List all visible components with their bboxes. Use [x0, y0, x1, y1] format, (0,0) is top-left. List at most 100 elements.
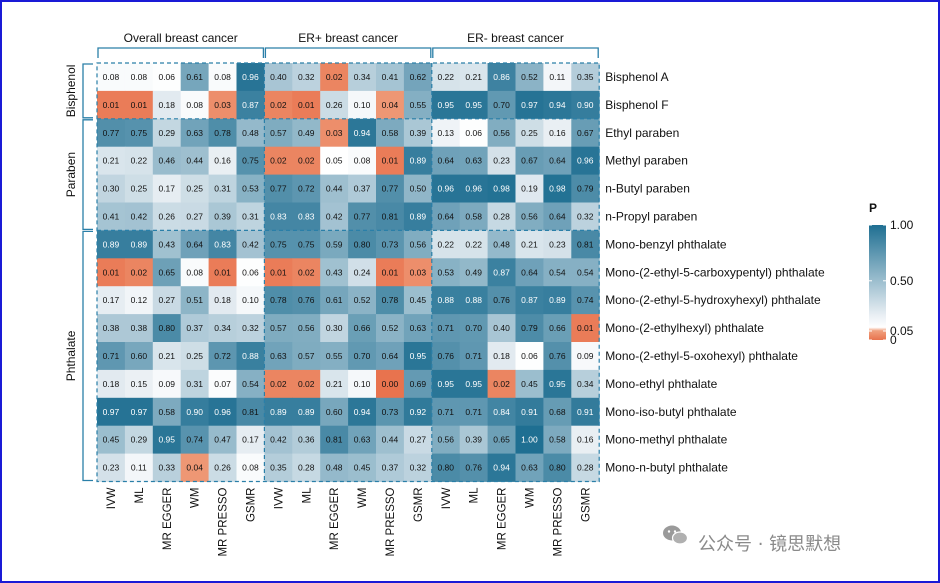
row-group-title: Phthalate: [64, 330, 78, 381]
heatmap-cell: [348, 63, 377, 92]
heatmap-cell: [264, 63, 293, 92]
cell-value-label: 0.89: [298, 407, 315, 417]
cell-value-label: 0.66: [354, 323, 371, 333]
heatmap-cell: [320, 202, 349, 231]
cell-value-label: 0.13: [437, 128, 454, 138]
heatmap-cell: [376, 425, 405, 454]
heatmap-cell: [515, 453, 544, 482]
cell-value-label: 0.00: [382, 379, 399, 389]
cell-value-label: 0.23: [103, 463, 120, 473]
heatmap-cell: [292, 314, 321, 343]
heatmap-cell: [264, 90, 293, 120]
heatmap-cell: [152, 453, 182, 482]
heatmap-cell: [348, 397, 377, 427]
cell-value-label: 0.02: [298, 156, 315, 166]
heatmap-cell: [571, 63, 600, 92]
cell-value-label: 0.32: [410, 463, 427, 473]
heatmap-cell: [124, 314, 154, 343]
cell-value-label: 0.70: [465, 323, 482, 333]
cell-value-label: 0.60: [326, 407, 343, 417]
heatmap-cell: [431, 369, 461, 399]
cell-value-label: 0.71: [437, 407, 454, 417]
row-group-bracket: [82, 63, 93, 119]
cell-value-label: 0.45: [410, 295, 427, 305]
cell-value-label: 0.01: [214, 267, 231, 277]
heatmap-cell: [320, 342, 349, 371]
heatmap-cell: [376, 146, 405, 175]
cell-value-label: 0.55: [326, 351, 343, 361]
cell-value-label: 0.46: [158, 156, 175, 166]
cell-value-label: 0.56: [298, 323, 315, 333]
heatmap-cell: [431, 314, 461, 343]
cell-value-label: 0.42: [242, 239, 259, 249]
heatmap-cell: [515, 202, 544, 231]
cell-value-label: 0.88: [437, 295, 454, 305]
heatmap-cell: [124, 397, 154, 427]
heatmap-cell: [459, 146, 488, 175]
cell-value-label: 0.02: [270, 100, 287, 110]
column-label: GSMR: [413, 488, 425, 523]
heatmap-cell: [403, 369, 433, 399]
heatmap-cell: [403, 453, 433, 482]
column-label: MR EGGER: [329, 488, 341, 551]
heatmap-cell: [97, 202, 126, 231]
heatmap-cell: [152, 425, 182, 454]
cell-value-label: 0.42: [131, 211, 148, 221]
cell-value-label: 0.35: [577, 72, 594, 82]
cell-value-label: 0.54: [242, 379, 259, 389]
heatmap-cell: [543, 118, 572, 148]
cell-value-label: 0.26: [214, 463, 231, 473]
cell-value-label: 0.21: [158, 351, 175, 361]
cell-value-label: 0.01: [298, 100, 315, 110]
heatmap-cell: [236, 425, 265, 454]
heatmap-cell: [403, 202, 433, 231]
heatmap-cell: [180, 258, 209, 287]
cell-value-label: 0.72: [298, 184, 315, 194]
heatmap-cell: [376, 63, 405, 92]
cell-value-label: 0.34: [577, 379, 594, 389]
cell-value-label: 0.39: [465, 435, 482, 445]
heatmap-cell: [515, 342, 544, 371]
cell-value-label: 0.97: [103, 407, 120, 417]
heatmap-cell: [543, 342, 572, 371]
heatmap-cell: [431, 425, 461, 454]
heatmap-cell: [180, 369, 209, 399]
heatmap-cell: [124, 90, 154, 120]
heatmap-cell: [264, 230, 293, 259]
cell-value-label: 0.69: [410, 379, 427, 389]
cell-value-label: 0.38: [131, 323, 148, 333]
cell-value-label: 0.21: [465, 72, 482, 82]
heatmap-cell: [515, 146, 544, 175]
legend-tick-label: 0.05: [890, 324, 914, 338]
cell-value-label: 0.83: [214, 239, 231, 249]
cell-value-label: 0.36: [298, 435, 315, 445]
cell-value-label: 0.25: [521, 128, 538, 138]
heatmap-cell: [487, 397, 516, 427]
column-group-brackets: Overall breast cancer ER+ breast cancer ER…: [97, 31, 599, 58]
heatmap-cell: [236, 258, 265, 287]
cell-value-label: 0.56: [493, 128, 510, 138]
cell-value-label: 0.77: [354, 211, 371, 221]
cell-value-label: 0.17: [242, 435, 259, 445]
heatmap-cell: [236, 286, 265, 315]
heatmap-cell: [320, 286, 349, 315]
heatmap-cell: [515, 230, 544, 259]
cell-value-label: 0.95: [410, 351, 427, 361]
cell-value-label: 0.77: [103, 128, 120, 138]
heatmap-cell: [431, 230, 461, 259]
heatmap-cell: [152, 258, 182, 287]
cell-value-label: 0.31: [242, 211, 259, 221]
heatmap-cell: [348, 118, 377, 148]
cell-value-label: 0.89: [549, 295, 566, 305]
heatmap-cell: [264, 453, 293, 482]
cell-value-label: 0.95: [437, 100, 454, 110]
heatmap-cell: [97, 369, 126, 399]
cell-value-label: 0.96: [465, 184, 482, 194]
cell-value-label: 0.31: [186, 379, 203, 389]
column-label: IVW: [441, 487, 453, 509]
wechat-icon: [663, 525, 689, 545]
heatmap-cell: [292, 425, 321, 454]
cell-value-label: 0.64: [549, 211, 566, 221]
cell-value-label: 0.52: [521, 72, 538, 82]
cell-value-label: 0.48: [242, 128, 259, 138]
